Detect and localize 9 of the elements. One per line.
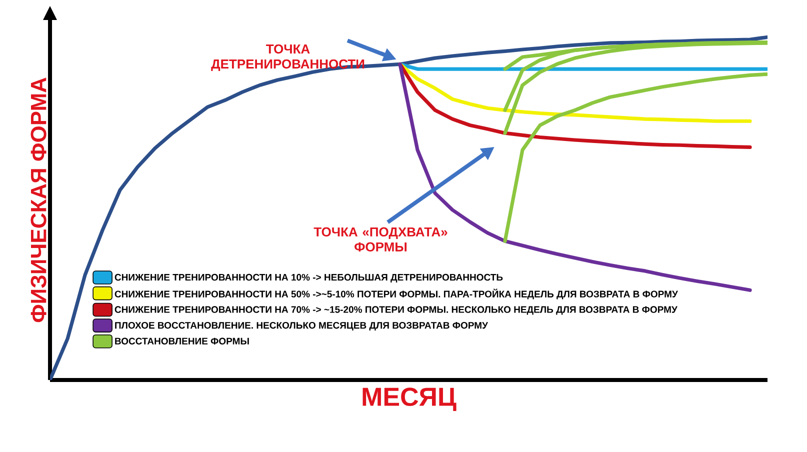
- x-axis-title: МЕСЯЦ: [362, 388, 456, 411]
- y-axis-title: ФИЗИЧЕСКАЯ ФОРМА: [30, 78, 46, 322]
- annotation: ТОЧКА «ПОДХВАТА» ФОРМЫ: [314, 227, 448, 252]
- legend-label: СНИЖЕНИЕ ТРЕНИРОВАННОСТИ НА 70% -> ~15-20% ПОТЕРИ ФОРМЫ. НЕСКОЛЬКО НЕДЕЛЬ ДЛЯ ВОЗВРАТА В ФОРМУ: [114, 306, 678, 315]
- legend-label: СНИЖЕНИЕ ТРЕНИРОВАННОСТИ НА 50% ->~5-10% ПОТЕРИ ФОРМЫ. ПАРА-ТРОЙКА НЕДЕЛЬ ДЛЯ ВОЗВРАТА В ФОРМУ: [114, 288, 678, 300]
- annotation: ТОЧКА ДЕТРЕНИРОВАННОСТИ: [211, 44, 364, 72]
- legend-label: ВОССТАНОВЛЕНИЕ ФОРМЫ: [115, 338, 249, 344]
- legend-label: ПЛОХОЕ ВОССТАНОВЛЕНИЕ. НЕСКОЛЬКО МЕСЯЦЕВ ДЛЯ ВОЗВРАТАВ ФОРМУ: [115, 322, 488, 331]
- legend-label: СНИЖЕНИЕ ТРЕНИРОВАННОСТИ НА 10% -> НЕБОЛЬШАЯ ДЕТРЕНИРОВАННОСТЬ: [114, 274, 503, 282]
